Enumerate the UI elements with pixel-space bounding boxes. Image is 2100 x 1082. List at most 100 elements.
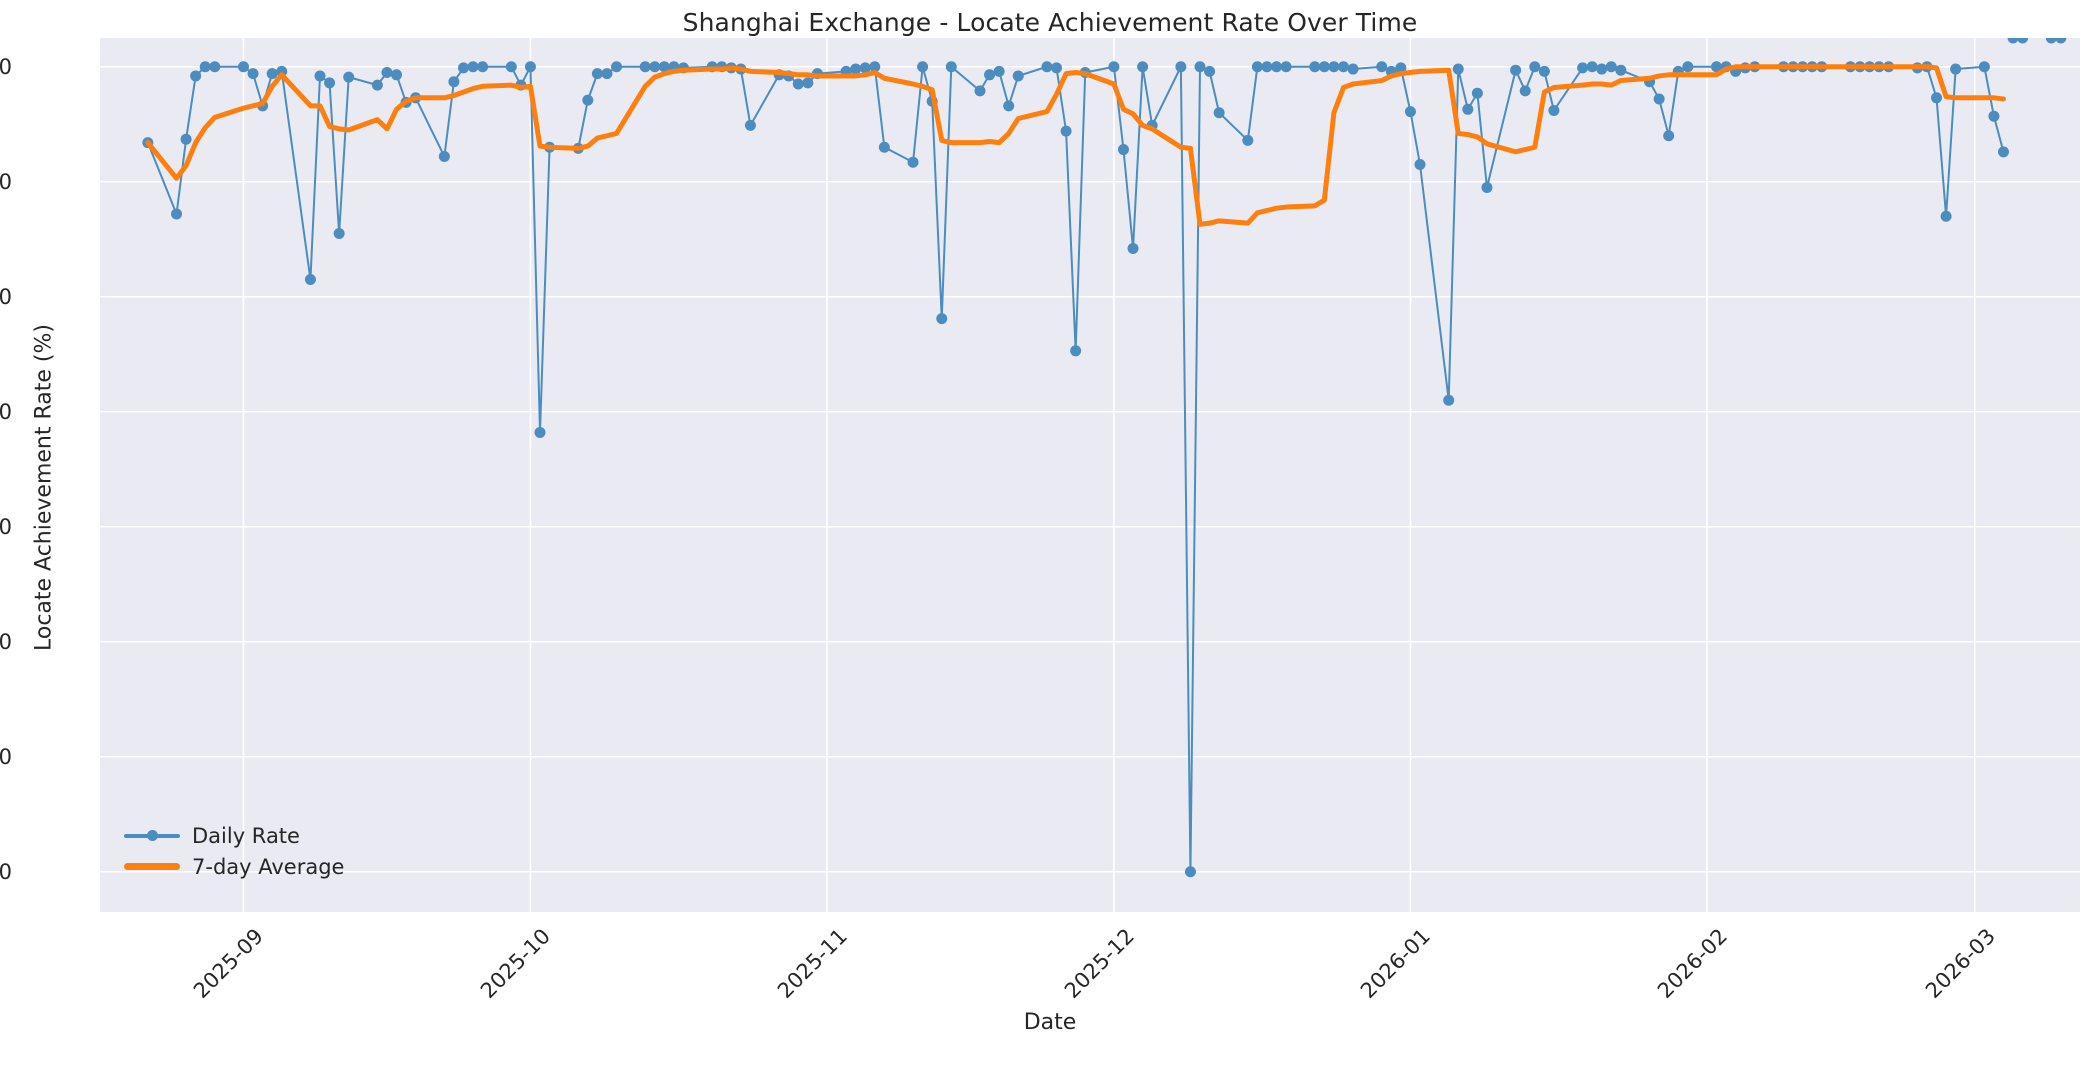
data-point [1615,64,1627,76]
data-point [1682,61,1694,73]
y-tick-label: 70 [0,399,12,424]
y-tick-label: 50 [0,629,12,654]
data-point [1242,134,1254,146]
data-point [878,141,890,153]
x-tick-label: 2026-03 [1920,924,2000,1004]
data-point [974,85,986,97]
data-point [945,61,957,73]
data-point [984,69,996,81]
data-point [209,61,221,73]
data-point [467,61,479,73]
data-point [1051,62,1063,74]
data-point [1663,130,1675,142]
data-point [2055,38,2067,44]
data-point [802,77,814,89]
data-point [936,313,948,325]
data-point [199,61,211,73]
data-point [1529,61,1541,73]
data-point [1070,345,1082,357]
series-2 [145,64,2006,227]
legend-item[interactable]: Daily Rate [124,820,344,851]
data-point [1261,61,1273,73]
data-point [1452,63,1464,75]
data-point [247,68,259,80]
y-tick-label: 80 [0,284,12,309]
data-point [237,61,249,73]
data-point [1137,61,1149,73]
data-point [1376,61,1388,73]
data-point [1519,85,1531,97]
data-point [1950,63,1962,75]
data-point [1605,61,1617,73]
data-point [1548,104,1560,116]
data-point [744,119,756,131]
legend-label: 7-day Average [192,854,345,879]
data-point [907,156,919,168]
data-point [1510,64,1522,76]
data-point [1538,65,1550,77]
series-line [145,64,2006,227]
data-point [1194,61,1206,73]
data-point [534,426,546,438]
data-point [1577,62,1589,74]
data-point [658,61,670,73]
legend-swatch-icon [124,825,180,847]
data-point [304,274,316,285]
data-point [993,65,1005,77]
gridlines [100,38,2080,912]
data-point [505,61,517,73]
data-point [1204,65,1216,77]
data-point [611,61,623,73]
data-point [1997,146,2009,158]
data-point [1462,103,1474,115]
legend-label: Daily Rate [192,823,300,848]
data-point [2045,38,2057,44]
data-point [2017,38,2029,44]
x-tick-label: 2025-09 [189,924,269,1004]
data-point [1404,106,1416,118]
data-point [1280,61,1292,73]
data-point [1978,61,1990,73]
data-point [1586,61,1598,73]
data-point [180,133,192,145]
data-point [1931,92,1943,104]
data-point [1175,61,1187,73]
y-tick-label: 40 [0,744,12,769]
x-tick-label: 2025-12 [1059,924,1139,1004]
data-point [1414,159,1426,170]
y-tick-label: 100 [0,54,12,79]
legend-swatch-icon [124,856,180,878]
data-point [448,76,460,88]
data-point [917,61,929,73]
data-point [859,62,871,74]
data-point [1337,61,1349,73]
data-point [333,228,345,239]
data-point [850,63,862,75]
y-tick-label: 30 [0,859,12,884]
chart-legend: Daily Rate 7-day Average [118,818,350,884]
data-point [582,94,594,106]
data-point [1653,93,1665,105]
x-tick-label: 2026-02 [1652,924,1732,1004]
y-axis-label: Locate Achievement Rate (%) [31,324,57,652]
data-point [601,68,613,80]
data-point [371,79,383,91]
data-point [792,78,804,90]
data-point [639,61,651,73]
data-point [1271,61,1283,73]
data-point [2007,38,2019,44]
data-point [1127,242,1139,254]
legend-item[interactable]: 7-day Average [124,851,344,882]
data-point [314,70,326,82]
data-point [1318,61,1330,73]
data-point [266,68,278,80]
data-point [381,67,393,78]
data-point [190,70,202,82]
data-point [1347,63,1359,75]
x-tick-label: 2025-10 [476,924,556,1004]
data-point [1117,144,1129,156]
data-point [1988,110,2000,122]
data-point [1395,62,1407,74]
plot-area [100,38,2080,912]
y-tick-label: 60 [0,514,12,539]
